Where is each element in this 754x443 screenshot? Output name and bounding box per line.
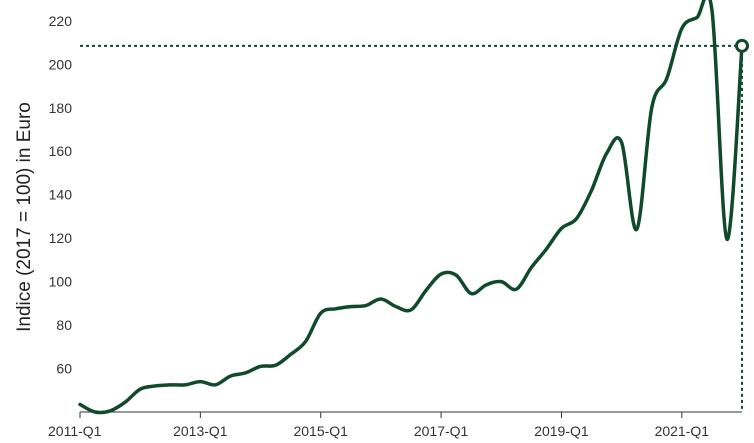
y-tick-label: 120 (49, 230, 73, 246)
y-tick-label: 140 (49, 187, 73, 203)
y-tick-label: 220 (49, 13, 73, 29)
y-axis-ticks: 60 80 100 120 140 160 180 200 220 (49, 13, 73, 377)
x-tick-label: 2015-Q1 (293, 423, 348, 439)
last-value-marker (735, 38, 749, 53)
x-tick-label: 2013-Q1 (173, 423, 228, 439)
y-tick-label: 180 (49, 100, 73, 116)
y-tick-label: 160 (49, 143, 73, 159)
x-axis-ticks: 2011-Q1 2013-Q1 2015-Q1 2017-Q1 2019-Q1 2021-… (48, 412, 709, 439)
y-tick-label: 60 (56, 361, 72, 377)
x-tick-label: 2011-Q1 (48, 423, 102, 439)
x-tick-label: 2019-Q1 (534, 423, 589, 439)
series-line (78, 0, 744, 415)
y-axis-title: Indice (2017 = 100) in Euro (14, 102, 35, 332)
x-tick-label: 2017-Q1 (414, 423, 469, 439)
x-tick-label: 2021-Q1 (655, 423, 710, 439)
y-tick-label: 200 (49, 56, 73, 72)
y-tick-label: 100 (49, 274, 73, 290)
y-tick-label: 80 (56, 317, 72, 333)
